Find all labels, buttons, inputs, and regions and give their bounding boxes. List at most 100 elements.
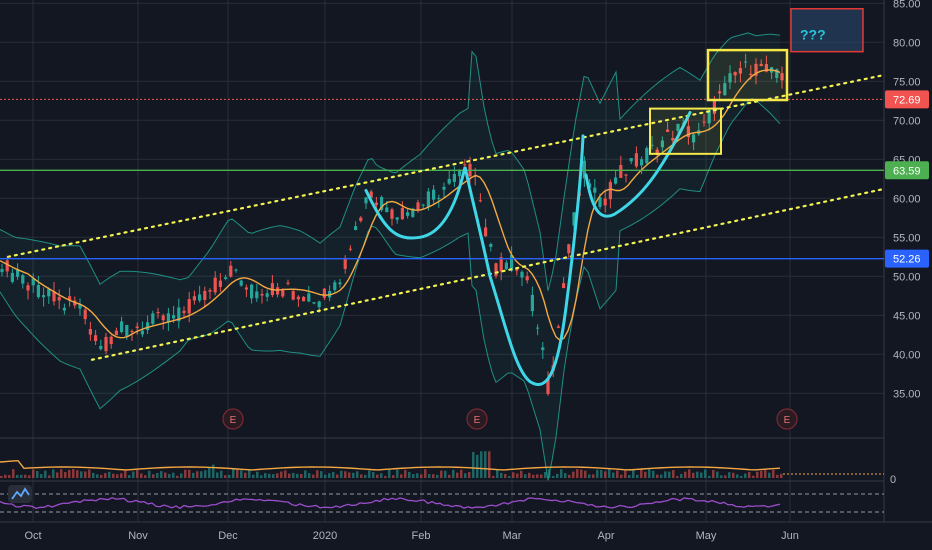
y-axis[interactable]: 85.0080.0075.0070.0065.0060.0055.0050.00… <box>893 0 921 400</box>
candle-body <box>567 244 571 254</box>
volume-bar <box>312 474 315 478</box>
channel-lower-line[interactable] <box>90 187 886 361</box>
candle-body <box>52 291 56 302</box>
earnings-marker-circle[interactable] <box>222 408 244 430</box>
candle-body <box>83 309 87 320</box>
volume-bar <box>488 451 491 478</box>
candle-body <box>676 123 680 131</box>
volume-bar <box>128 475 131 478</box>
candle-body <box>218 280 222 287</box>
channel-upper-line[interactable] <box>6 73 886 258</box>
volume-bar <box>212 464 215 478</box>
volume-bar <box>708 475 711 478</box>
volume-bar <box>456 472 459 478</box>
volume-bar <box>568 474 571 478</box>
candle-body <box>62 307 66 311</box>
grid <box>0 0 932 523</box>
volume-bar <box>228 474 231 478</box>
annotation-box[interactable] <box>790 8 864 53</box>
candle-body <box>395 217 399 220</box>
annotation[interactable]: ??? <box>790 8 864 53</box>
candle-body <box>780 73 784 81</box>
candle-body <box>614 177 618 184</box>
volume-bar <box>88 469 91 478</box>
volume-bar <box>16 475 19 478</box>
candle-body <box>250 284 254 299</box>
candle-body <box>437 198 441 200</box>
volume-bar <box>412 474 415 478</box>
candle-body <box>660 140 664 148</box>
volume-bar <box>600 470 603 478</box>
candle-body <box>499 257 503 272</box>
box-2[interactable] <box>706 48 789 102</box>
volume-bar <box>164 472 167 478</box>
volume-bar <box>664 471 667 478</box>
candle-body <box>718 91 722 94</box>
volume-bar <box>584 470 587 478</box>
volume-bar <box>576 469 579 478</box>
volume-bar <box>220 470 223 478</box>
x-axis[interactable]: Oct Nov Dec 2020 Feb Mar Apr May Jun <box>24 530 798 542</box>
volume-bar <box>264 473 267 478</box>
volume-bar <box>76 470 79 478</box>
candle-body <box>130 330 134 332</box>
earnings-marker-circle[interactable] <box>776 408 798 430</box>
volume-bar <box>552 475 555 478</box>
volume-bar <box>8 475 11 478</box>
volume-bar <box>604 471 607 478</box>
rsi-pane <box>0 485 884 513</box>
volume-bar <box>104 473 107 478</box>
volume-bar <box>252 474 255 478</box>
volume-bar <box>752 475 755 478</box>
candle-body <box>296 296 300 300</box>
volume-bar <box>448 474 451 478</box>
volume-bar <box>768 472 771 478</box>
x-tick-label: May <box>696 530 717 542</box>
candle-body <box>16 269 20 277</box>
earnings-marker-circle[interactable] <box>466 408 488 430</box>
volume-bar <box>48 475 51 478</box>
volume-bar <box>672 470 675 478</box>
candle-body <box>536 327 540 329</box>
volume-bar <box>640 469 643 478</box>
candle-body <box>764 64 768 72</box>
volume-bar <box>300 474 303 478</box>
x-tick-label: Oct <box>24 530 41 542</box>
volume-bar <box>348 472 351 478</box>
volume-bar <box>68 469 71 478</box>
volume-bar <box>84 471 87 478</box>
volume-bar <box>504 473 507 478</box>
x-tick-label: Nov <box>128 530 148 542</box>
band-lower <box>0 98 781 481</box>
candle-body <box>754 63 758 76</box>
candle-body <box>775 69 779 78</box>
candle-body <box>192 296 196 301</box>
candle-body <box>343 258 347 269</box>
y-tick-label: 45.00 <box>893 310 921 322</box>
candle-body <box>619 165 623 178</box>
candle-body <box>484 227 488 237</box>
trend-channel[interactable] <box>6 73 886 361</box>
volume-bar <box>148 470 151 478</box>
bollinger-bands <box>0 32 781 481</box>
volume-bar <box>236 469 239 478</box>
volume-bar <box>748 472 751 478</box>
volume-bar <box>668 471 671 478</box>
earnings-marker-label: E <box>230 415 237 426</box>
consolidation-boxes[interactable] <box>649 48 789 155</box>
volume-bar <box>764 469 767 478</box>
volume-bar <box>12 469 15 478</box>
candle-body <box>759 63 763 67</box>
volume-bar <box>144 475 147 478</box>
box-1[interactable] <box>649 107 722 155</box>
volume-bar <box>484 451 487 478</box>
volume-bar <box>56 472 59 478</box>
candle-body <box>224 277 228 279</box>
candle-body <box>598 197 602 207</box>
moving-average-line <box>0 69 781 342</box>
candle-body <box>593 187 597 193</box>
cup-curve[interactable] <box>364 134 585 386</box>
volume-bar <box>152 474 155 478</box>
